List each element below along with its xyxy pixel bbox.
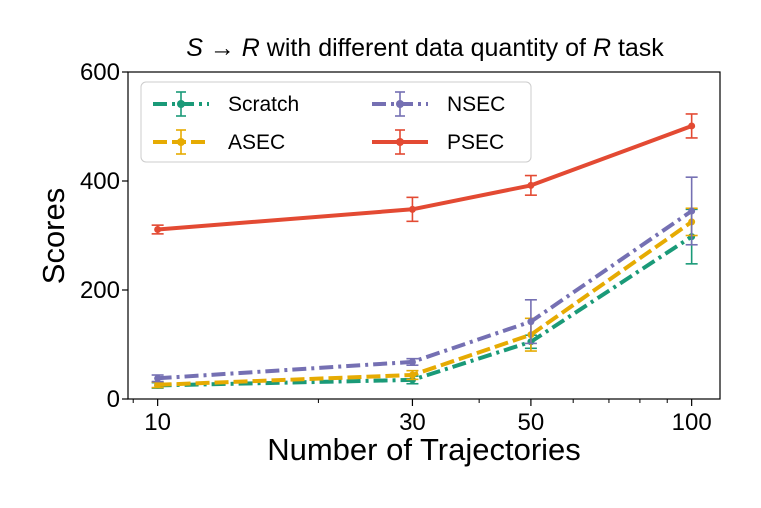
data-point: [408, 371, 416, 379]
legend-frame: [140, 81, 532, 163]
legend-marker: [177, 100, 185, 108]
data-point: [408, 358, 416, 366]
series-line-nsec: [157, 209, 693, 381]
legend-label: Scratch: [228, 93, 299, 116]
y-tick-label: 0: [107, 386, 120, 413]
data-point: [527, 318, 535, 326]
series-line-asec: [157, 220, 693, 387]
y-axis-label: Scores: [36, 188, 71, 284]
y-tick-label: 400: [80, 168, 120, 195]
legend-item-scratch: Scratch: [153, 91, 299, 117]
data-point: [527, 181, 535, 189]
x-axis-label: Number of Trajectories: [267, 432, 581, 467]
series-line-scratch: [157, 234, 693, 388]
axis-ticks: 0 200 400 600 10 30 50 100: [80, 59, 712, 436]
data-point: [154, 226, 162, 234]
x-tick-label: 30: [399, 409, 426, 436]
data-point: [688, 207, 696, 215]
series-psec: [151, 113, 698, 235]
y-tick-label: 600: [80, 59, 120, 86]
data-point: [688, 122, 696, 130]
data-point: [408, 205, 416, 213]
legend-item-psec: PSEC: [372, 129, 504, 155]
x-tick-label: 10: [144, 409, 171, 436]
data-point: [154, 374, 162, 382]
legend-label: ASEC: [228, 131, 285, 154]
series-nsec: [151, 176, 698, 383]
data-point: [154, 381, 162, 389]
legend-item-asec: ASEC: [153, 129, 285, 155]
legend-item-nsec: NSEC: [372, 91, 505, 117]
series-asec: [151, 207, 698, 389]
legend-marker: [177, 138, 185, 146]
chart-title: S → R with different data quantity of R …: [186, 34, 664, 62]
series-line-psec: [157, 124, 693, 232]
x-tick-label: 50: [518, 409, 545, 436]
legend-label: NSEC: [447, 93, 505, 116]
y-tick-label: 200: [80, 277, 120, 304]
series-scratch: [151, 208, 698, 389]
legend-marker: [396, 100, 404, 108]
legend: Scratch ASEC NSEC PSEC: [140, 81, 532, 163]
series-layer: [151, 113, 698, 389]
plot-frame: [127, 71, 721, 400]
x-tick-label: 100: [672, 409, 712, 436]
legend-marker: [396, 138, 404, 146]
legend-label: PSEC: [447, 131, 504, 154]
